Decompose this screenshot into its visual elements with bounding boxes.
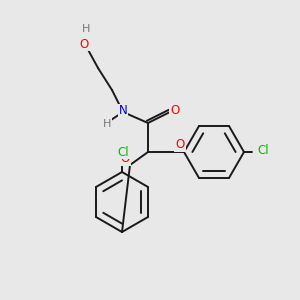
Text: O: O	[80, 38, 88, 50]
Text: O: O	[120, 152, 130, 166]
Text: N: N	[118, 104, 127, 118]
Text: H: H	[103, 119, 111, 129]
Text: H: H	[82, 24, 90, 34]
Text: O: O	[176, 139, 184, 152]
Text: O: O	[170, 103, 180, 116]
Text: Cl: Cl	[257, 145, 269, 158]
Text: Cl: Cl	[117, 146, 129, 158]
